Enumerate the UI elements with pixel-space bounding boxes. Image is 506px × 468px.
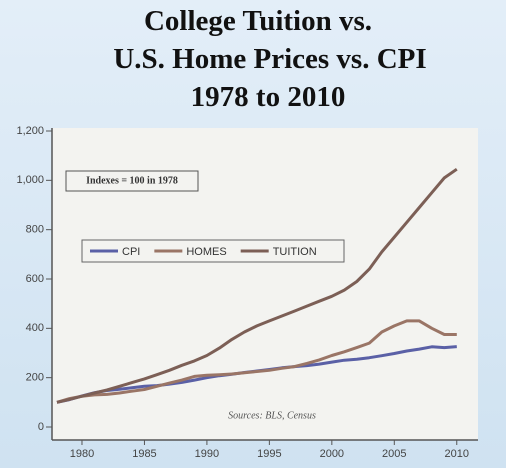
y-tick-label: 600 [26,273,44,285]
annotation-box [65,170,199,192]
legend-label: HOMES [186,246,226,258]
chart-title: 1978 to 2010 [191,81,346,113]
source: Sources: BLS, Census [228,410,316,421]
series-line [56,167,458,404]
y-tick-label: 0 [38,421,44,433]
y-tick-label: 800 [26,224,44,236]
chart-title: College Tuition vs. [144,5,372,37]
legend-label: TUITION [273,246,317,258]
chart-title: U.S. Home Prices vs. CPI [113,43,426,75]
annotation: Indexes = 100 in 1978 [86,175,178,186]
x-tick-label: 1985 [132,448,156,460]
x-tick-label: 2010 [445,448,469,460]
x-tick-label: 1995 [257,448,281,460]
x-tick-label: 2005 [382,448,406,460]
y-tick-label: 1,000 [16,174,44,186]
x-tick-label: 1980 [70,448,94,460]
x-tick-label: 2000 [320,448,344,460]
y-tick-label: 200 [26,372,44,384]
series-line [56,319,457,404]
legend-label: CPI [122,246,140,258]
y-tick-label: 400 [26,322,44,334]
y-tick-label: 1,200 [16,125,44,137]
x-tick-label: 1990 [195,448,219,460]
legend-box [81,239,345,263]
